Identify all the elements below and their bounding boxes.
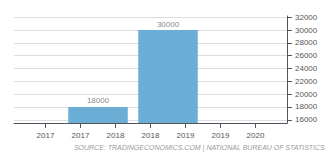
- svg-text:2017: 2017: [37, 131, 55, 140]
- svg-text:2018: 2018: [107, 131, 125, 140]
- svg-text:2019: 2019: [212, 131, 230, 140]
- svg-text:32000: 32000: [295, 13, 318, 22]
- svg-text:2017: 2017: [72, 131, 90, 140]
- svg-text:SOURCE: TRADINGECONOMICS.COM |: SOURCE: TRADINGECONOMICS.COM | NATIONAL …: [74, 144, 325, 152]
- svg-text:24000: 24000: [295, 64, 318, 73]
- svg-text:26000: 26000: [295, 51, 318, 60]
- svg-text:16000: 16000: [295, 115, 318, 124]
- svg-text:2018: 2018: [142, 131, 160, 140]
- svg-text:30000: 30000: [295, 26, 318, 35]
- svg-text:18000: 18000: [295, 102, 318, 111]
- svg-text:2020: 2020: [247, 131, 265, 140]
- svg-text:22000: 22000: [295, 77, 318, 86]
- svg-text:20000: 20000: [295, 90, 318, 99]
- svg-text:18000: 18000: [87, 96, 110, 105]
- svg-text:2019: 2019: [177, 131, 195, 140]
- svg-text:30000: 30000: [157, 20, 180, 29]
- svg-text:28000: 28000: [295, 38, 318, 47]
